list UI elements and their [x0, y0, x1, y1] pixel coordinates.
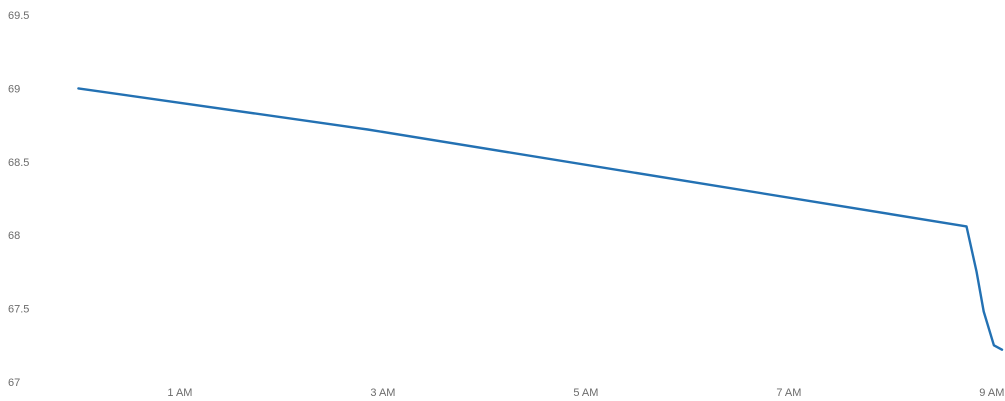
data-point [1001, 348, 1003, 351]
y-tick-label: 68 [8, 230, 20, 242]
y-tick-label: 67 [8, 377, 20, 389]
data-point [993, 344, 995, 347]
data-point [965, 225, 968, 228]
x-tick-label: 7 AM [776, 387, 801, 399]
x-axis: 1 AM 3 AM 5 AM 7 AM 9 AM [167, 387, 1004, 399]
data-point [982, 310, 985, 313]
x-tick-label: 9 AM [979, 387, 1004, 399]
y-tick-label: 67.5 [8, 304, 29, 316]
series-line [77, 87, 1004, 351]
data-point [975, 271, 978, 273]
x-tick-label: 3 AM [370, 387, 395, 399]
y-axis: 69.5 69 68.5 68 67.5 67 [8, 10, 29, 389]
x-tick-label: 5 AM [573, 387, 598, 399]
series-group [77, 87, 1004, 351]
y-tick-label: 68.5 [8, 157, 29, 169]
y-tick-label: 69.5 [8, 10, 29, 22]
data-point [77, 87, 80, 90]
x-tick-label: 1 AM [167, 387, 192, 399]
data-point [366, 128, 369, 131]
y-tick-label: 69 [8, 83, 20, 95]
